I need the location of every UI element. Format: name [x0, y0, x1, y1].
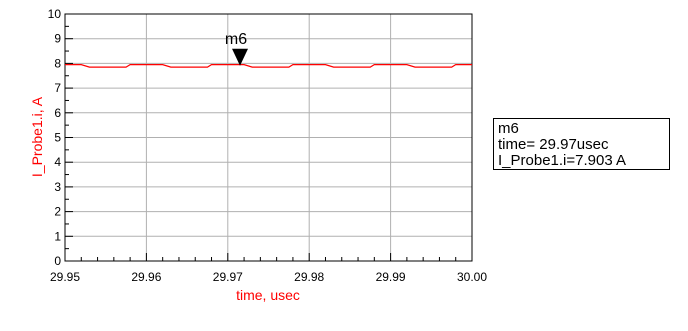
marker-readout-time: time= 29.97usec	[498, 136, 609, 153]
y-tick-label: 5	[54, 131, 61, 145]
marker-readout-box[interactable]: m6 time= 29.97usec I_Probe1.i=7.903 A	[493, 118, 670, 170]
y-tick-labels: 0 1 2 3 4 5 6 7 8 9 10	[48, 7, 62, 268]
y-tick-label: 7	[54, 81, 61, 95]
y-tick-label: 4	[54, 155, 61, 169]
series-line	[65, 64, 472, 68]
y-tick-label: 9	[54, 32, 61, 46]
y-tick-label: 1	[54, 229, 61, 243]
marker-triangle[interactable]	[232, 48, 249, 66]
y-tick-label: 6	[54, 106, 61, 120]
y-axis-title: I_Probe1.i, A	[29, 96, 45, 177]
y-tick-label: 2	[54, 205, 61, 219]
marker-label: m6	[225, 31, 247, 48]
y-tick-label: 0	[54, 254, 61, 268]
x-axis-title: time, usec	[236, 287, 300, 303]
x-tick-labels: 29.95 29.96 29.97 29.98 29.99 30.00	[50, 270, 487, 284]
x-tick-label: 30.00	[457, 270, 487, 284]
x-tick-label: 29.99	[376, 270, 406, 284]
x-tick-label: 29.98	[294, 270, 324, 284]
x-tick-label: 29.95	[50, 270, 80, 284]
grid-lines	[65, 14, 472, 261]
plot-frame	[64, 13, 473, 262]
marker-readout-value: I_Probe1.i=7.903 A	[498, 152, 627, 169]
y-tick-label: 10	[48, 7, 62, 21]
y-tick-label: 8	[54, 56, 61, 70]
y-tick-label: 3	[54, 180, 61, 194]
marker-readout-name: m6	[498, 120, 519, 137]
x-tick-label: 29.97	[213, 270, 243, 284]
x-tick-label: 29.96	[131, 270, 161, 284]
